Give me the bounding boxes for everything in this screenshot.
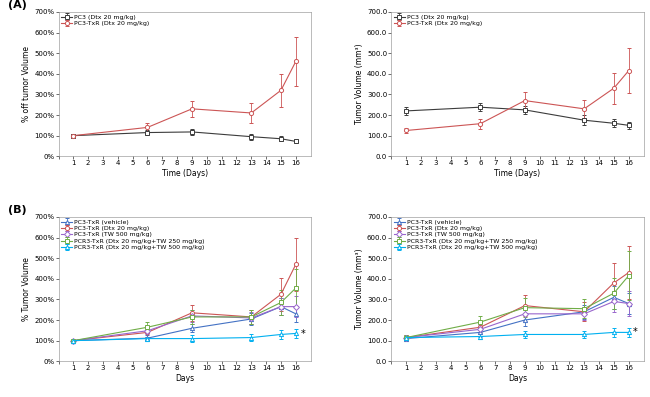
Text: *: * (633, 327, 638, 337)
Text: (A): (A) (8, 0, 27, 10)
Legend: PC3-TxR (vehicle), PC3-TxR (Dtx 20 mg/kg), PC3-TxR (TW 500 mg/kg), PCR3-TxR (Dtx: PC3-TxR (vehicle), PC3-TxR (Dtx 20 mg/kg… (60, 218, 206, 251)
Legend: PC3-TxR (vehicle), PC3-TxR (Dtx 20 mg/kg), PC3-TxR (TW 500 mg/kg), PCR3-TxR (Dtx: PC3-TxR (vehicle), PC3-TxR (Dtx 20 mg/kg… (393, 218, 539, 251)
X-axis label: Time (Days): Time (Days) (495, 169, 541, 178)
Text: *: * (300, 329, 305, 339)
X-axis label: Days: Days (508, 374, 527, 383)
Legend: PC3 (Dtx 20 mg/kg), PC3-TxR (Dtx 20 mg/kg): PC3 (Dtx 20 mg/kg), PC3-TxR (Dtx 20 mg/k… (60, 13, 151, 27)
Text: (B): (B) (8, 205, 27, 215)
Legend: PC3 (Dtx 20 mg/kg), PC3-TxR (Dtx 20 mg/kg): PC3 (Dtx 20 mg/kg), PC3-TxR (Dtx 20 mg/k… (393, 13, 484, 27)
X-axis label: Time (Days): Time (Days) (161, 169, 207, 178)
Y-axis label: % Tumor Volume: % Tumor Volume (23, 257, 31, 321)
Y-axis label: Tumor Volume (mm³): Tumor Volume (mm³) (355, 44, 364, 124)
Y-axis label: Tumor Volume (mm³): Tumor Volume (mm³) (355, 249, 364, 330)
Y-axis label: % off tumor Volume: % off tumor Volume (23, 46, 31, 122)
X-axis label: Days: Days (175, 374, 194, 383)
